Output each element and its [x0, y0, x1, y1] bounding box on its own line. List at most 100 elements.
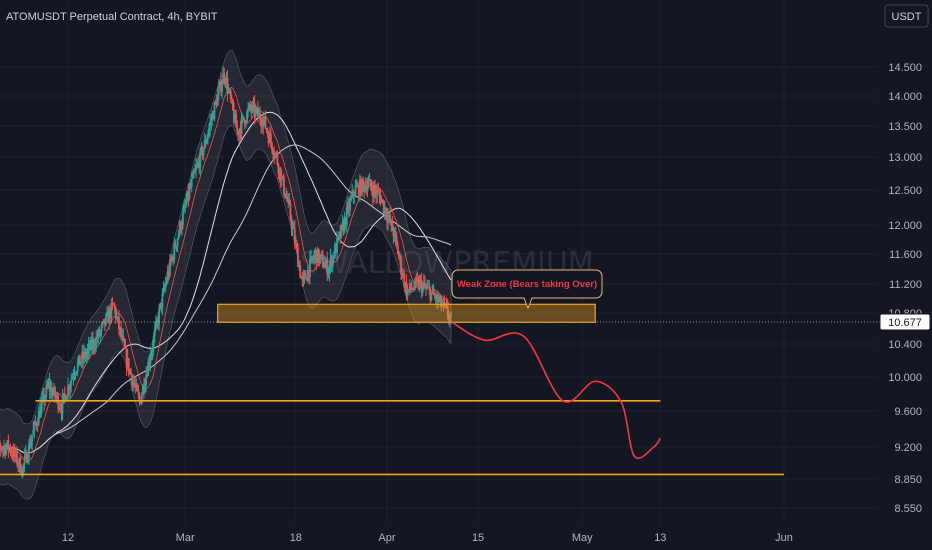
candle-body	[97, 329, 100, 339]
candle-body	[413, 288, 415, 290]
candle-body	[435, 294, 438, 301]
candle-body	[272, 150, 274, 155]
candle-body	[262, 119, 265, 127]
y-tick-label: 10.000	[888, 372, 922, 384]
candle-body	[367, 181, 370, 186]
candle-body	[234, 114, 236, 122]
candle-body	[235, 114, 238, 128]
current-price-badge[interactable]: 10.677	[879, 313, 931, 331]
candle-body	[382, 200, 385, 213]
callout-box	[451, 269, 603, 310]
candle-body	[120, 327, 123, 337]
candle-body	[292, 226, 295, 229]
x-axis[interactable]: 12 Mar 18 Apr 15 May 13 Jun	[62, 532, 793, 544]
candle-body	[70, 379, 73, 386]
candle-body	[218, 81, 221, 88]
candle-body	[196, 163, 198, 167]
candle-body	[358, 179, 361, 196]
candle-body	[298, 265, 300, 268]
candle-body	[318, 256, 321, 263]
candle-body	[366, 185, 369, 192]
candle-body	[258, 112, 260, 116]
candle-body	[15, 451, 17, 457]
candle-body	[418, 280, 421, 289]
candle-body	[357, 184, 360, 196]
candle-body	[41, 398, 43, 405]
candle-body	[362, 178, 364, 184]
candle-body	[83, 351, 86, 359]
candle-body	[243, 120, 246, 125]
candle-body	[354, 186, 357, 195]
candle-body	[94, 346, 97, 348]
currency-button[interactable]: USDT	[884, 4, 929, 28]
candle-body	[401, 272, 404, 276]
candle-body	[115, 316, 118, 319]
candle-body	[326, 259, 329, 276]
candle-body	[266, 130, 269, 135]
candle-body	[186, 191, 189, 203]
candle-body	[117, 316, 119, 318]
candle-body	[420, 280, 423, 293]
candle-body	[213, 102, 216, 120]
candle-body	[32, 429, 35, 436]
candle-body	[241, 116, 244, 118]
candle-body	[173, 243, 176, 260]
candle-body	[2, 448, 4, 450]
candle-body	[124, 347, 127, 349]
candle-body	[150, 351, 153, 358]
candle-body	[236, 127, 239, 132]
candle-body	[285, 196, 287, 198]
candle-body	[350, 197, 353, 201]
candle-body	[4, 446, 6, 455]
candle-body	[190, 178, 193, 187]
x-tick-label: Apr	[378, 532, 395, 544]
candle-body	[249, 104, 252, 108]
candle-body	[448, 316, 451, 320]
candle-body	[58, 407, 61, 409]
candles	[0, 66, 452, 479]
candle-body	[288, 199, 291, 204]
candle-body	[92, 339, 94, 348]
candle-body	[404, 282, 407, 288]
candle-body	[61, 396, 64, 414]
candle-body	[80, 361, 82, 365]
candle-body	[440, 296, 443, 307]
candle-body	[167, 271, 170, 275]
y-tick-label: 9.200	[894, 442, 922, 454]
candle-body	[294, 242, 297, 244]
candle-body	[183, 205, 185, 212]
candle-body	[151, 348, 154, 352]
candle-body	[287, 199, 290, 202]
candle-body	[273, 154, 276, 156]
candle-body	[89, 339, 92, 350]
candle-body	[13, 448, 16, 457]
candle-body	[302, 275, 305, 280]
candle-body	[384, 207, 387, 217]
candle-body	[414, 278, 417, 289]
candle-body	[274, 152, 277, 156]
candle-body	[174, 243, 177, 248]
candle-body	[44, 396, 47, 403]
candle-body	[152, 336, 155, 349]
candle-body	[103, 318, 106, 325]
y-tick-label: 11.600	[889, 249, 922, 261]
candle-body	[51, 392, 54, 396]
currency-button-box[interactable]	[884, 4, 929, 28]
candle-body	[211, 113, 214, 121]
candle-body	[110, 303, 113, 319]
candle-body	[29, 443, 31, 448]
candle-body	[439, 296, 442, 301]
candle-body	[68, 385, 70, 391]
candle-body	[339, 232, 342, 238]
candle-body	[204, 140, 207, 144]
moving-average-slow	[0, 144, 452, 454]
candle-body	[446, 306, 449, 316]
candle-body	[336, 237, 338, 253]
candle-body	[389, 214, 392, 224]
candle-body	[7, 440, 10, 450]
candle-body	[309, 258, 311, 278]
candle-body	[314, 250, 317, 255]
current-price-label: 10.677	[888, 317, 922, 329]
candle-body	[178, 222, 181, 234]
